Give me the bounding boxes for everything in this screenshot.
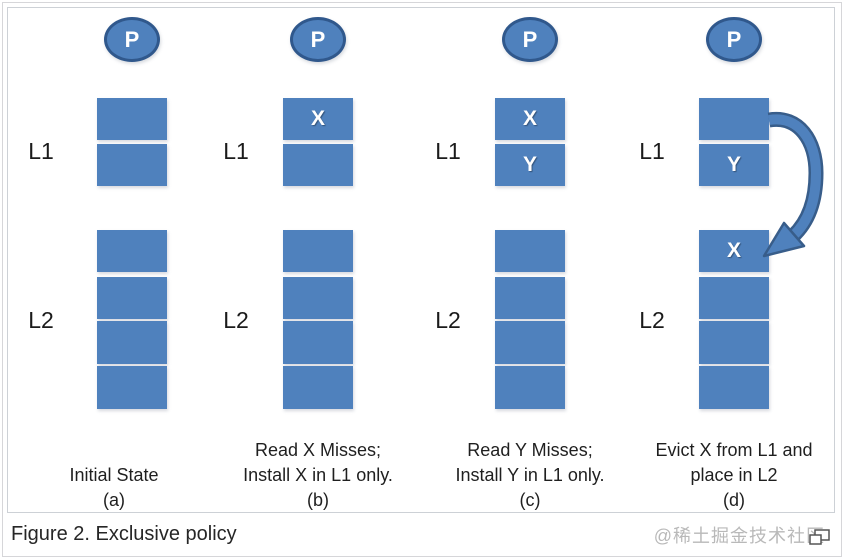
processor-label: P <box>124 26 140 52</box>
l2-label: L2 <box>435 307 461 333</box>
panel-b: P L1 X L2 Read X Misses; Install X in L1… <box>208 8 428 512</box>
cache-block <box>699 98 769 140</box>
cache-block <box>283 230 353 272</box>
cache-block <box>699 321 769 364</box>
cache-block <box>97 366 167 409</box>
cache-block <box>699 366 769 409</box>
figure-caption-bar: Figure 2. Exclusive policy @稀土掘金技术社区 <box>7 513 835 556</box>
processor-circle: P <box>706 17 762 62</box>
cache-block-y: Y <box>495 144 565 186</box>
cache-block <box>283 277 353 319</box>
cache-block <box>495 366 565 409</box>
l1-label: L1 <box>28 138 54 164</box>
l1-cache-stack: Y <box>699 98 769 186</box>
cache-block <box>97 321 167 364</box>
l2-cache-stack <box>97 230 167 409</box>
panel-a: P L1 L2 Initial State (a) <box>22 8 242 512</box>
panel-d: P L1 Y L2 X Evict X from L1 and place in… <box>624 8 844 512</box>
cache-block <box>699 277 769 319</box>
cache-block-y: Y <box>699 144 769 186</box>
l2-cache-stack <box>283 230 353 409</box>
cache-block <box>283 366 353 409</box>
processor-label: P <box>310 26 326 52</box>
processor-label: P <box>522 26 538 52</box>
cache-block <box>97 144 167 186</box>
panel-a-caption: Initial State (a) <box>69 465 159 510</box>
l1-cache-stack: X <box>283 98 353 186</box>
cache-block <box>97 230 167 272</box>
processor-circle: P <box>502 17 558 62</box>
processor-circle: P <box>290 17 346 62</box>
panel-b-caption: Read X Misses; Install X in L1 only. (b) <box>243 440 393 510</box>
panel-d-caption: Evict X from L1 and place in L2 (d) <box>655 440 813 510</box>
cache-block <box>495 230 565 272</box>
l1-cache-stack <box>97 98 167 186</box>
cache-block <box>283 144 353 186</box>
cache-block <box>495 277 565 319</box>
processor-circle: P <box>104 17 160 62</box>
l1-label: L1 <box>639 138 665 164</box>
cache-block-x: X <box>495 98 565 140</box>
panel-c-caption: Read Y Misses; Install Y in L1 only. (c) <box>455 440 605 510</box>
overlapping-windows-icon <box>809 529 830 545</box>
l2-label: L2 <box>28 307 54 333</box>
l2-label: L2 <box>223 307 249 333</box>
l1-cache-stack: X Y <box>495 98 565 186</box>
cache-block <box>495 321 565 364</box>
cache-block <box>283 321 353 364</box>
l2-label: L2 <box>639 307 665 333</box>
evict-arrow-icon <box>762 111 824 258</box>
cache-block-x: X <box>283 98 353 140</box>
processor-label: P <box>726 26 742 52</box>
l2-cache-stack: X <box>699 230 769 409</box>
l1-label: L1 <box>435 138 461 164</box>
cache-block-x: X <box>699 230 769 272</box>
watermark-text: @稀土掘金技术社区 <box>653 525 825 546</box>
diagram-panel: P L1 L2 Initial State (a) P L1 X L2 <box>7 7 835 513</box>
figure-caption: Figure 2. Exclusive policy <box>11 523 237 545</box>
cache-block <box>97 98 167 140</box>
watermark: @稀土掘金技术社区 <box>654 513 831 556</box>
cache-block <box>97 277 167 319</box>
l2-cache-stack <box>495 230 565 409</box>
l1-label: L1 <box>223 138 249 164</box>
panel-c: P L1 X Y L2 Read Y Misses; Install Y in … <box>420 8 640 512</box>
